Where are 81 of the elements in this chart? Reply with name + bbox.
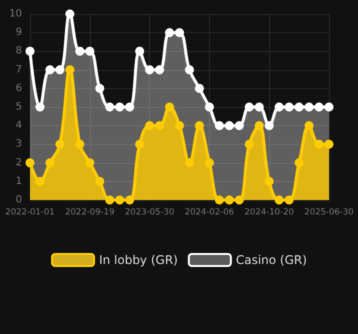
point [75, 46, 84, 56]
x-tick-label: 2024-10-20 [244, 208, 294, 218]
point [135, 46, 144, 56]
point [274, 196, 284, 204]
point [254, 121, 264, 130]
point [155, 65, 164, 74]
point [264, 176, 274, 186]
y-tick-label: 6 [16, 82, 22, 94]
point [175, 121, 184, 130]
point [224, 196, 234, 204]
point [194, 121, 204, 130]
x-tick-label: 2022-09-19 [65, 208, 115, 218]
point [75, 140, 84, 149]
point [204, 158, 214, 168]
y-tick-label: 3 [16, 138, 22, 150]
point [65, 65, 74, 74]
y-tick-label: 2 [16, 157, 22, 168]
point [85, 46, 94, 56]
point [145, 121, 154, 130]
point [184, 158, 194, 168]
y-tick-label: 0 [16, 194, 22, 206]
point [244, 140, 254, 149]
point [95, 84, 104, 93]
point [284, 196, 294, 204]
point [95, 176, 104, 186]
point [45, 65, 54, 74]
point [244, 102, 254, 112]
x-tick-label: 2022-01-01 [5, 208, 55, 218]
point [294, 158, 304, 168]
point [165, 102, 174, 112]
point [204, 102, 214, 112]
point [35, 176, 44, 186]
point [214, 121, 224, 130]
point [165, 28, 174, 38]
point [145, 65, 154, 74]
point [45, 158, 54, 168]
point [234, 196, 244, 204]
point [314, 102, 324, 112]
point [115, 196, 124, 204]
y-tick-label: 5 [16, 102, 22, 112]
point [135, 140, 144, 149]
point [214, 196, 224, 204]
y-tick-label: 8 [16, 46, 22, 57]
y-tick-label: 1 [16, 176, 22, 187]
point [115, 102, 124, 112]
point [85, 158, 94, 168]
point [284, 102, 294, 112]
y-tick-label: 4 [16, 120, 22, 132]
x-tick-label: 2023-05-30 [124, 208, 174, 218]
point [26, 46, 34, 56]
point [274, 102, 284, 112]
point [234, 121, 244, 130]
y-tick-label: 9 [16, 27, 22, 38]
point [155, 121, 164, 130]
point [294, 102, 304, 112]
point [55, 140, 64, 149]
point [105, 102, 114, 112]
x-tick-label: 2025-06-30 [304, 208, 354, 218]
point [125, 102, 134, 112]
legend-label: Casino (GR) [236, 253, 307, 267]
y-tick-label: 10 [9, 8, 22, 20]
x-tick-label: 2024-02-06 [184, 208, 234, 218]
point [264, 121, 274, 130]
point [254, 102, 264, 112]
point [35, 102, 44, 112]
point [304, 102, 314, 112]
point [324, 140, 334, 149]
point [125, 196, 134, 204]
point [26, 158, 34, 168]
legend-label: In lobby (GR) [99, 253, 178, 267]
point [304, 121, 314, 130]
y-tick-label: 7 [16, 64, 22, 76]
point [324, 102, 334, 112]
point [194, 84, 204, 93]
point [105, 196, 114, 204]
point [175, 28, 184, 38]
point [224, 121, 234, 130]
point [55, 65, 64, 74]
point [314, 140, 324, 149]
point [65, 10, 74, 18]
point [184, 65, 194, 74]
